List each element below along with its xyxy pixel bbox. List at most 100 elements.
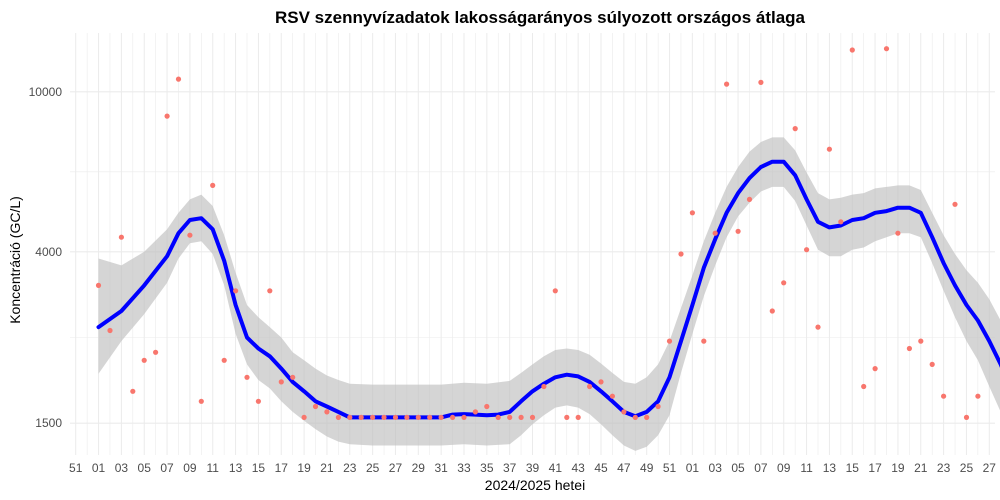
data-point [735,228,741,234]
data-point [267,288,273,294]
data-point [507,414,513,420]
data-point [175,76,182,82]
data-point [838,219,844,225]
data-point [198,398,204,404]
data-point [347,414,353,420]
data-point [598,379,604,385]
data-point [518,414,524,420]
x-tick-label: 07 [754,461,768,475]
x-tick-label: 39 [526,461,540,475]
x-axis-title: 2024/2025 hetei [485,477,585,493]
data-point [358,414,364,420]
x-tick-label: 13 [823,461,837,475]
data-point [815,324,821,330]
data-point [415,414,421,420]
data-point [244,374,250,380]
data-point [644,414,650,420]
data-point [370,414,376,420]
data-point [724,81,730,87]
data-point [689,210,696,216]
data-point [164,113,170,119]
data-point [861,383,867,390]
y-axis-ticks: 1500 4000 10000 [29,85,63,430]
data-points [95,46,981,420]
data-point [609,393,616,399]
confidence-ribbon [98,137,1000,451]
data-point [666,338,673,344]
data-point [895,230,901,236]
data-point [95,282,102,288]
x-tick-label: 05 [138,461,152,475]
x-tick-label: 09 [183,461,197,475]
data-point [621,409,627,415]
x-tick-label: 25 [366,461,380,475]
data-point [381,414,387,420]
data-point [450,414,456,420]
data-point [495,414,501,420]
x-tick-label: 25 [960,461,974,475]
data-point [872,366,878,372]
data-point [255,398,261,404]
data-point [769,308,775,314]
data-point [301,414,307,420]
data-point [130,388,136,394]
data-point [632,414,638,420]
data-point [587,383,593,390]
x-tick-label: 11 [800,461,813,475]
data-point [883,46,890,52]
x-tick-label: 03 [709,461,723,475]
x-tick-label: 21 [914,461,928,475]
data-point [541,383,547,390]
data-point [918,338,924,344]
data-point [564,414,570,420]
data-point [438,414,444,420]
data-point [107,327,113,334]
x-tick-label: 43 [571,461,585,475]
data-point [929,361,935,367]
x-tick-label: 19 [891,461,905,475]
x-tick-label: 01 [92,461,106,475]
x-axis-ticks: 51 01 03 05 07 09 11 13 15 17 19 21 23 25 27 29 31 33 35 37… [69,461,996,475]
x-tick-label: 21 [320,461,334,475]
data-point [849,47,855,53]
x-tick-label: 15 [252,461,266,475]
data-point [826,146,833,152]
data-point [712,230,718,236]
x-tick-label: 17 [868,461,882,475]
data-point [952,201,958,207]
y-tick-label: 10000 [29,85,63,99]
data-point [804,247,810,253]
x-tick-label: 23 [343,461,357,475]
data-point [746,196,753,202]
x-tick-label: 07 [160,461,174,475]
x-tick-label: 03 [115,461,129,475]
x-tick-label: 45 [594,461,608,475]
confidence-ribbon-layer [98,137,1000,451]
data-point [404,414,410,420]
data-point [278,379,284,385]
y-axis-title: Koncentráció (GC/L) [7,196,23,324]
data-point [781,280,787,286]
data-point [335,414,341,420]
data-point [758,79,764,85]
data-point [461,414,467,420]
x-tick-label: 51 [663,461,677,475]
smooth-line-layer [96,159,1000,420]
x-tick-label: 49 [640,461,654,475]
data-point [187,232,193,238]
x-tick-label: 13 [229,461,243,475]
x-tick-label: 01 [686,461,700,475]
data-point [975,393,981,399]
y-tick-label: 4000 [35,245,62,259]
data-point [575,414,581,420]
data-point [472,409,478,415]
x-tick-label: 27 [983,461,997,475]
x-tick-label: 23 [937,461,951,475]
data-point [655,403,661,410]
data-point [906,345,913,352]
x-tick-label: 09 [777,461,791,475]
x-tick-label: 41 [549,461,563,475]
data-point [210,182,216,188]
